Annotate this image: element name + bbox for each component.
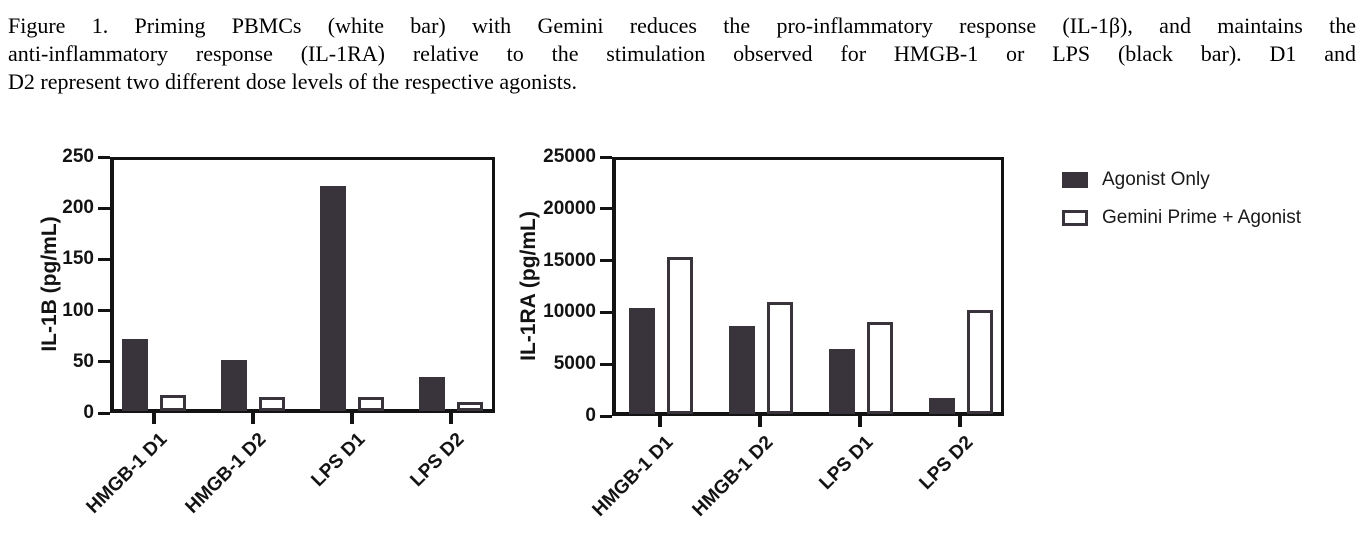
bar-gemini-prime-agonist (457, 401, 483, 411)
y-tick-label: 0 (83, 402, 94, 423)
y-tick-mark (98, 257, 110, 261)
bar-agonist-only (829, 348, 855, 414)
y-tick-mark (600, 207, 612, 211)
bar-gemini-prime-agonist (160, 394, 186, 411)
y-tick-label: 250 (62, 146, 94, 167)
y-tick-label: 100 (62, 299, 94, 321)
x-tick-mark (758, 416, 762, 427)
y-tick-mark (98, 309, 110, 313)
y-tick-label: 0 (585, 405, 596, 426)
y-tick-label: 50 (72, 350, 94, 372)
legend-label: Agonist Only (1102, 169, 1210, 190)
legend-item-agonist-only: Agonist Only (1062, 169, 1301, 191)
il1ra-plot-area (612, 157, 1004, 416)
bar-gemini-prime-agonist (767, 302, 793, 414)
y-tick-label: 20000 (543, 197, 596, 219)
bar-gemini-prime-agonist (259, 396, 285, 411)
y-tick-mark (600, 362, 612, 366)
y-tick-mark (98, 411, 110, 415)
y-tick-label: 25000 (543, 146, 596, 167)
x-tick-mark (449, 413, 453, 424)
bar-gemini-prime-agonist (667, 256, 693, 414)
il1ra-y-axis-title: IL-1RA (pg/mL) (517, 211, 540, 361)
y-tick-mark (98, 360, 110, 364)
filled-bar-swatch-icon (1062, 172, 1088, 188)
x-category-label: HMGB-1 D2 (689, 432, 778, 521)
bar-agonist-only (122, 339, 148, 411)
x-tick-mark (658, 416, 662, 427)
y-tick-label: 15000 (543, 249, 596, 271)
x-category-label: LPS D2 (915, 432, 978, 494)
y-tick-mark (600, 414, 612, 418)
y-tick-mark (600, 155, 612, 159)
bar-gemini-prime-agonist (967, 310, 993, 414)
y-tick-label: 150 (62, 248, 94, 270)
outlined-bar-swatch-icon (1062, 210, 1088, 226)
caption-line-1: Figure 1. Priming PBMCs (white bar) with… (8, 13, 1356, 38)
bar-agonist-only (929, 398, 955, 414)
x-category-label: LPS D1 (815, 432, 878, 494)
x-tick-mark (958, 416, 962, 427)
y-tick-mark (600, 310, 612, 314)
x-tick-mark (350, 413, 354, 424)
il1b-plot-area (110, 157, 495, 413)
y-tick-label: 10000 (543, 301, 596, 323)
figure-caption: Figure 1. Priming PBMCs (white bar) with… (8, 12, 1356, 96)
y-tick-mark (98, 206, 110, 210)
bar-agonist-only (221, 359, 247, 411)
bar-agonist-only (320, 185, 346, 411)
caption-line-2: anti-inflammatory response (IL-1RA) rela… (8, 41, 1356, 66)
bar-gemini-prime-agonist (867, 321, 893, 414)
x-tick-mark (152, 413, 156, 424)
x-tick-mark (858, 416, 862, 427)
bar-agonist-only (419, 377, 445, 411)
legend-label: Gemini Prime + Agonist (1102, 207, 1302, 228)
y-tick-mark (600, 259, 612, 263)
y-tick-mark (98, 155, 110, 159)
caption-line-3: D2 represent two different dose levels o… (8, 69, 577, 94)
y-tick-label: 5000 (553, 353, 596, 375)
bar-agonist-only (729, 325, 755, 414)
chart-legend: Agonist Only Gemini Prime + Agonist (1062, 169, 1301, 245)
bar-gemini-prime-agonist (358, 396, 384, 411)
x-category-label: HMGB-1 D1 (589, 432, 678, 521)
legend-item-gemini-prime: Gemini Prime + Agonist (1062, 207, 1301, 229)
y-tick-label: 200 (62, 197, 94, 219)
bar-agonist-only (629, 308, 655, 414)
x-tick-mark (251, 413, 255, 424)
